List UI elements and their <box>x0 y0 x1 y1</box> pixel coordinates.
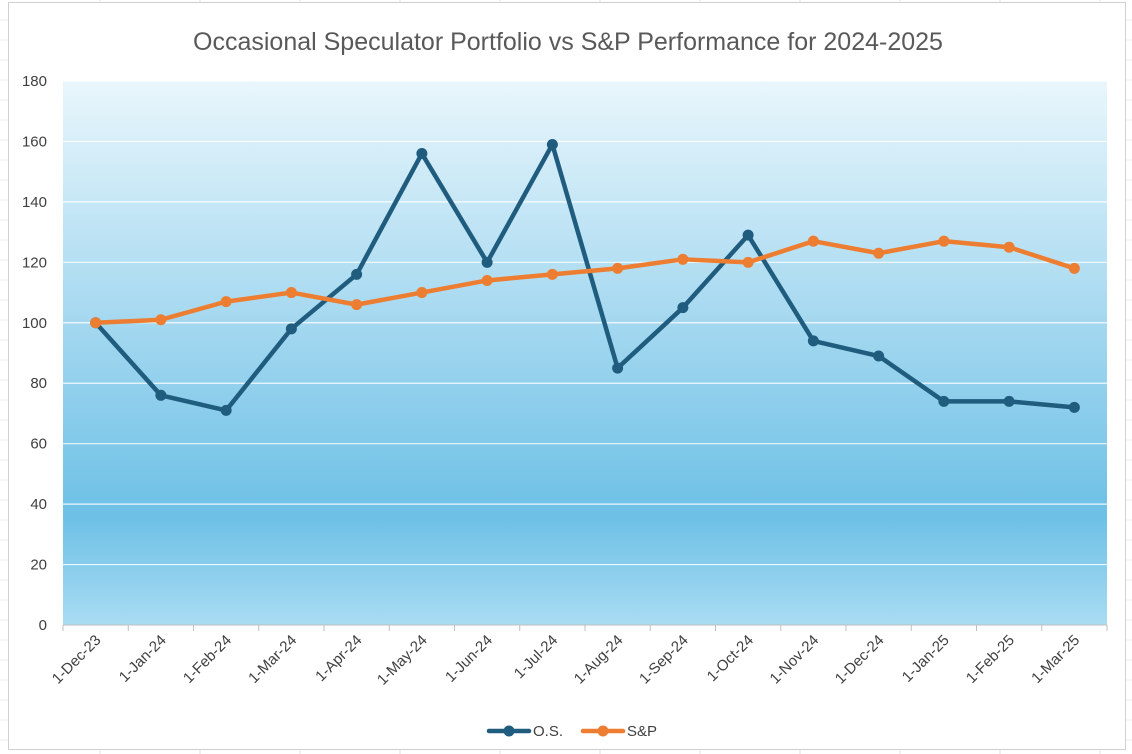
data-point <box>1068 262 1080 274</box>
x-tick-label: 1-Jan-25 <box>899 632 953 686</box>
data-point <box>546 138 558 150</box>
x-tick-label: 1-Dec-23 <box>49 632 105 688</box>
data-point <box>873 247 885 259</box>
y-tick-label: 160 <box>22 133 47 150</box>
series-layer <box>90 138 1080 416</box>
data-point <box>481 256 493 268</box>
series-line <box>93 142 1077 413</box>
x-tick-label: 1-Apr-24 <box>312 632 365 685</box>
x-tick-label: 1-Dec-24 <box>832 632 888 688</box>
x-axis: 1-Dec-23 1-Jan-24 1-Feb-24 1-Mar-24 1-Apr-24… <box>49 624 1108 689</box>
x-tick-label: 1-Sep-24 <box>636 632 692 688</box>
x-tick-label: 1-Feb-24 <box>180 632 235 687</box>
chart-area[interactable]: Occasional Speculator Portfolio vs S&P P… <box>8 2 1126 750</box>
data-point <box>742 256 754 268</box>
x-tick-label: 1-Feb-25 <box>963 632 1018 687</box>
data-point <box>90 317 102 329</box>
x-tick-label: 1-Mar-24 <box>245 632 300 687</box>
data-point <box>612 262 624 274</box>
y-tick-label: 60 <box>30 436 47 453</box>
legend-label: O.S. <box>533 723 563 740</box>
legend[interactable]: O.S. S&P <box>486 723 657 740</box>
plot-area <box>63 81 1107 625</box>
data-point <box>1068 401 1080 413</box>
data-point <box>873 350 885 362</box>
x-tick-label: 1-Jan-24 <box>116 632 170 686</box>
series-line <box>93 238 1077 326</box>
x-tick-label: 1-Nov-24 <box>767 632 823 688</box>
y-tick-label: 20 <box>30 557 47 574</box>
data-point <box>677 302 689 314</box>
data-point <box>938 395 950 407</box>
data-point <box>938 235 950 247</box>
y-tick-label: 80 <box>30 375 47 392</box>
x-tick-label: 1-Aug-24 <box>571 632 627 688</box>
line-chart: Occasional Speculator Portfolio vs S&P P… <box>22 28 1108 740</box>
y-tick-label: 180 <box>22 73 47 90</box>
data-point <box>155 314 167 326</box>
data-point <box>612 362 624 374</box>
y-tick-label: 120 <box>22 254 47 271</box>
y-axis: 0 20 40 60 80 100 120 140 160 180 <box>22 73 47 634</box>
data-point <box>351 268 363 280</box>
data-point <box>677 253 689 265</box>
data-point <box>546 268 558 280</box>
data-point <box>220 296 232 308</box>
chart-title: Occasional Speculator Portfolio vs S&P P… <box>193 28 943 56</box>
data-point <box>807 235 819 247</box>
y-tick-label: 140 <box>22 194 47 211</box>
data-point <box>220 404 232 416</box>
data-point <box>155 389 167 401</box>
data-point <box>1003 395 1015 407</box>
data-point <box>416 148 428 160</box>
legend-marker <box>503 725 515 737</box>
y-tick-label: 40 <box>30 496 47 513</box>
legend-marker <box>597 725 609 737</box>
x-tick-label: 1-Jul-24 <box>511 632 561 682</box>
x-tick-label: 1-Mar-25 <box>1028 632 1083 687</box>
data-point <box>351 299 363 311</box>
x-tick-label: 1-May-24 <box>374 632 431 689</box>
data-point <box>742 229 754 241</box>
x-tick-label: 1-Oct-24 <box>704 632 757 685</box>
data-point <box>481 274 493 286</box>
y-tick-label: 100 <box>22 315 47 332</box>
x-tick-label: 1-Jun-24 <box>442 632 496 686</box>
legend-label: S&P <box>627 723 657 740</box>
data-point <box>1003 241 1015 253</box>
data-point <box>285 323 297 335</box>
data-point <box>807 335 819 347</box>
data-point <box>416 287 428 299</box>
data-point <box>285 287 297 299</box>
y-tick-label: 0 <box>39 617 47 634</box>
